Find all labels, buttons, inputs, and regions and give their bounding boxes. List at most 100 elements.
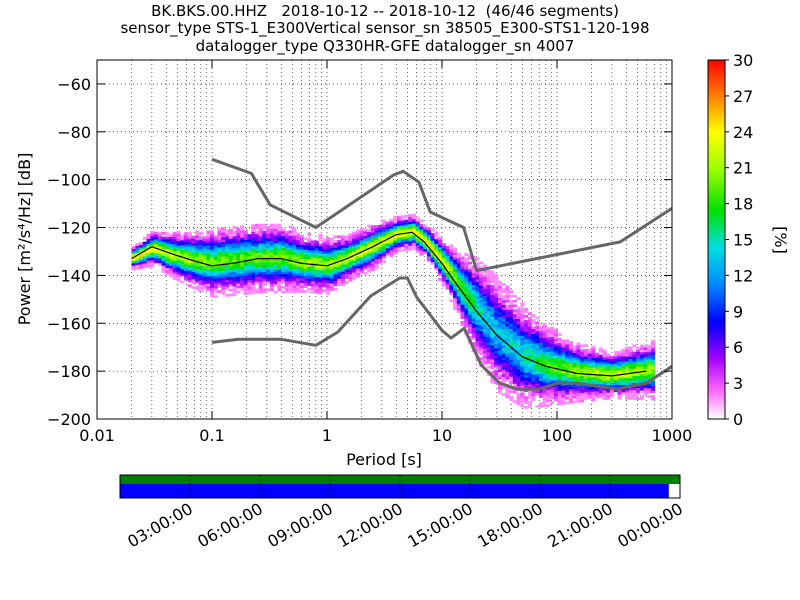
density-cell xyxy=(281,259,286,263)
density-cell xyxy=(217,285,222,289)
x-axis-label: Period [s] xyxy=(346,450,422,469)
density-cell xyxy=(374,249,379,252)
density-cell xyxy=(482,343,487,347)
density-cell xyxy=(535,393,540,396)
density-cell xyxy=(486,337,491,340)
density-cell xyxy=(311,245,316,248)
density-cell xyxy=(445,277,450,280)
density-cell xyxy=(176,252,181,256)
density-cell xyxy=(617,384,622,388)
density-cell xyxy=(539,380,544,384)
density-cell xyxy=(460,270,465,274)
density-cell xyxy=(206,271,211,275)
density-cell xyxy=(284,257,289,260)
density-cell xyxy=(527,343,532,347)
density-cell xyxy=(501,309,506,313)
density-cell xyxy=(269,233,274,237)
density-cell xyxy=(400,227,405,231)
density-cell xyxy=(539,347,544,351)
density-cell xyxy=(348,245,353,248)
density-cell xyxy=(251,284,256,287)
density-cell xyxy=(524,377,529,380)
density-cell xyxy=(479,271,484,274)
density-cell xyxy=(299,289,304,293)
density-cell xyxy=(206,257,211,260)
density-cell xyxy=(154,234,159,237)
density-cell xyxy=(243,280,248,283)
density-cell xyxy=(520,352,525,355)
density-cell xyxy=(374,263,379,267)
density-cell xyxy=(434,243,439,247)
density-cell xyxy=(225,260,230,264)
density-cell xyxy=(651,397,656,401)
density-cell xyxy=(221,237,226,240)
density-cell xyxy=(355,248,360,252)
density-cell xyxy=(561,385,566,389)
density-cell xyxy=(326,258,331,262)
density-cell xyxy=(198,246,203,250)
density-cell xyxy=(415,228,420,232)
density-cell xyxy=(639,344,644,348)
density-cell xyxy=(482,362,487,366)
density-cell xyxy=(651,361,656,365)
density-cell xyxy=(240,275,245,279)
density-cell xyxy=(385,240,390,244)
density-cell xyxy=(494,316,499,320)
density-cell xyxy=(617,375,622,378)
density-cell xyxy=(165,238,170,242)
density-cell xyxy=(441,267,446,270)
density-cell xyxy=(292,271,297,274)
density-cell xyxy=(240,225,245,229)
density-cell xyxy=(236,252,241,255)
density-cell xyxy=(236,237,241,241)
density-cell xyxy=(266,262,271,265)
density-cell xyxy=(198,272,203,276)
density-cell xyxy=(236,283,241,286)
density-cell xyxy=(288,237,293,241)
density-cell xyxy=(288,290,293,294)
density-cell xyxy=(337,278,342,282)
density-cell xyxy=(460,263,465,267)
density-cell xyxy=(378,236,383,240)
density-cell xyxy=(288,235,293,239)
density-cell xyxy=(240,234,245,238)
density-cell xyxy=(311,266,316,270)
density-cell xyxy=(554,333,559,337)
density-cell xyxy=(191,252,196,256)
density-cell xyxy=(322,279,327,283)
density-cell xyxy=(191,286,196,289)
density-cell xyxy=(269,281,274,284)
density-cell xyxy=(169,265,174,269)
density-cell xyxy=(303,237,308,241)
density-cell xyxy=(449,285,454,288)
density-cell xyxy=(206,249,211,253)
density-cell xyxy=(587,379,592,383)
density-cell xyxy=(486,284,491,288)
density-cell xyxy=(198,239,203,243)
density-cell xyxy=(225,253,230,257)
density-cell xyxy=(146,250,151,254)
density-cell xyxy=(277,235,282,239)
density-cell xyxy=(613,389,618,393)
density-cell xyxy=(449,292,454,295)
density-cell xyxy=(139,259,144,262)
density-cell xyxy=(251,267,256,271)
density-cell xyxy=(172,250,177,254)
density-cell xyxy=(281,278,286,282)
density-cell xyxy=(438,273,443,276)
density-cell xyxy=(198,244,203,247)
density-cell xyxy=(292,266,297,270)
density-cell xyxy=(139,256,144,260)
density-cell xyxy=(397,237,402,241)
density-cell xyxy=(247,277,252,281)
density-cell xyxy=(284,290,289,294)
density-cell xyxy=(326,239,331,243)
density-cell xyxy=(262,262,267,265)
density-cell xyxy=(561,402,566,405)
density-cell xyxy=(595,367,600,370)
density-cell xyxy=(172,255,177,259)
density-cell xyxy=(441,250,446,254)
density-cell xyxy=(568,350,573,354)
density-cell xyxy=(139,254,144,258)
density-cell xyxy=(460,316,465,319)
